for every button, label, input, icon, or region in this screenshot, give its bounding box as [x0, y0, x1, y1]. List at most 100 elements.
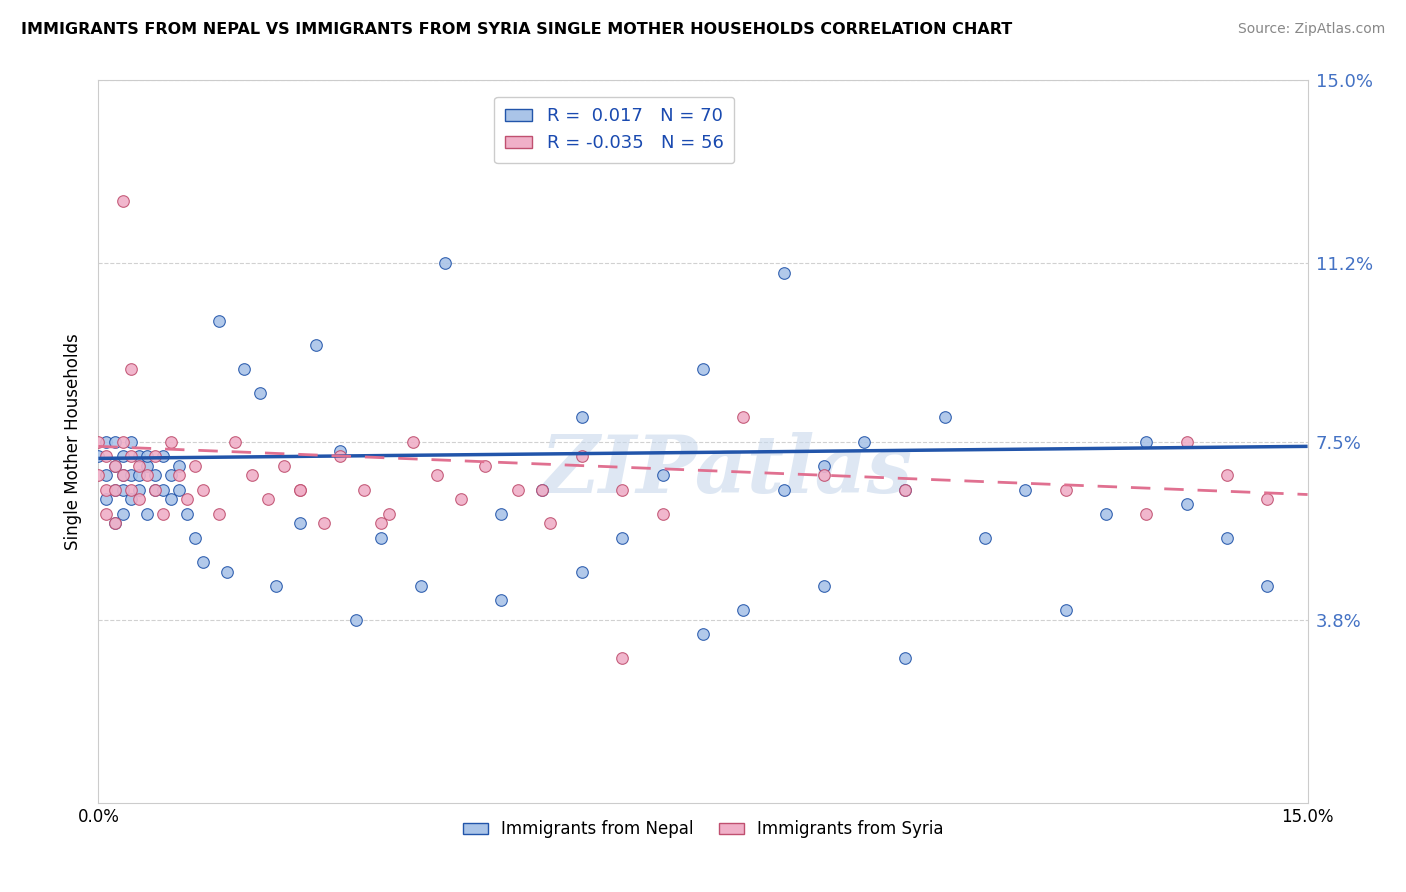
Point	[240, 468, 263, 483]
Point	[143, 468, 166, 483]
Point	[143, 449, 166, 463]
Point	[135, 507, 157, 521]
Point	[135, 449, 157, 463]
Point	[120, 483, 142, 497]
Point	[934, 410, 956, 425]
Point	[538, 516, 561, 531]
Point	[571, 565, 593, 579]
Point	[184, 458, 207, 473]
Point	[111, 194, 134, 208]
Point	[1175, 497, 1198, 511]
Point	[772, 483, 794, 497]
Text: Source: ZipAtlas.com: Source: ZipAtlas.com	[1237, 22, 1385, 37]
Point	[103, 434, 125, 449]
Point	[193, 555, 215, 569]
Point	[370, 516, 392, 531]
Point	[1054, 603, 1077, 617]
Point	[217, 565, 239, 579]
Point	[692, 627, 714, 641]
Point	[152, 449, 174, 463]
Point	[103, 483, 125, 497]
Point	[143, 483, 166, 497]
Point	[1135, 507, 1157, 521]
Point	[402, 434, 425, 449]
Point	[329, 449, 352, 463]
Point	[96, 507, 118, 521]
Point	[1216, 531, 1239, 545]
Point	[305, 338, 328, 352]
Point	[224, 434, 246, 449]
Point	[152, 507, 174, 521]
Point	[135, 468, 157, 483]
Point	[96, 449, 118, 463]
Point	[111, 507, 134, 521]
Point	[128, 483, 150, 497]
Point	[530, 483, 553, 497]
Point	[893, 483, 915, 497]
Point	[612, 531, 634, 545]
Point	[450, 492, 472, 507]
Point	[651, 468, 673, 483]
Point	[733, 603, 755, 617]
Point	[314, 516, 336, 531]
Point	[1014, 483, 1036, 497]
Point	[96, 468, 118, 483]
Point	[329, 444, 352, 458]
Point	[264, 579, 287, 593]
Point	[1054, 483, 1077, 497]
Point	[1175, 434, 1198, 449]
Point	[853, 434, 876, 449]
Point	[135, 458, 157, 473]
Point	[232, 362, 254, 376]
Point	[111, 449, 134, 463]
Point	[344, 613, 367, 627]
Point	[571, 449, 593, 463]
Point	[128, 458, 150, 473]
Point	[353, 483, 375, 497]
Point	[506, 483, 529, 497]
Point	[288, 516, 311, 531]
Point	[974, 531, 997, 545]
Point	[377, 507, 399, 521]
Point	[893, 651, 915, 665]
Point	[813, 468, 835, 483]
Point	[128, 468, 150, 483]
Point	[273, 458, 295, 473]
Point	[96, 492, 118, 507]
Point	[288, 483, 311, 497]
Point	[288, 483, 311, 497]
Point	[692, 362, 714, 376]
Point	[772, 266, 794, 280]
Point	[87, 468, 110, 483]
Point	[612, 483, 634, 497]
Point	[612, 651, 634, 665]
Point	[160, 434, 183, 449]
Point	[208, 507, 231, 521]
Point	[167, 458, 190, 473]
Point	[249, 386, 271, 401]
Point	[370, 531, 392, 545]
Point	[184, 531, 207, 545]
Point	[120, 492, 142, 507]
Point	[103, 483, 125, 497]
Point	[1216, 468, 1239, 483]
Point	[176, 507, 198, 521]
Point	[143, 483, 166, 497]
Point	[120, 362, 142, 376]
Point	[111, 468, 134, 483]
Point	[571, 410, 593, 425]
Point	[120, 468, 142, 483]
Point	[1256, 492, 1278, 507]
Point	[733, 410, 755, 425]
Point	[208, 314, 231, 328]
Point	[87, 434, 110, 449]
Point	[160, 468, 183, 483]
Y-axis label: Single Mother Households: Single Mother Households	[65, 334, 83, 549]
Point	[103, 458, 125, 473]
Point	[111, 483, 134, 497]
Text: IMMIGRANTS FROM NEPAL VS IMMIGRANTS FROM SYRIA SINGLE MOTHER HOUSEHOLDS CORRELAT: IMMIGRANTS FROM NEPAL VS IMMIGRANTS FROM…	[21, 22, 1012, 37]
Point	[491, 593, 513, 607]
Point	[96, 434, 118, 449]
Point	[176, 492, 198, 507]
Point	[167, 468, 190, 483]
